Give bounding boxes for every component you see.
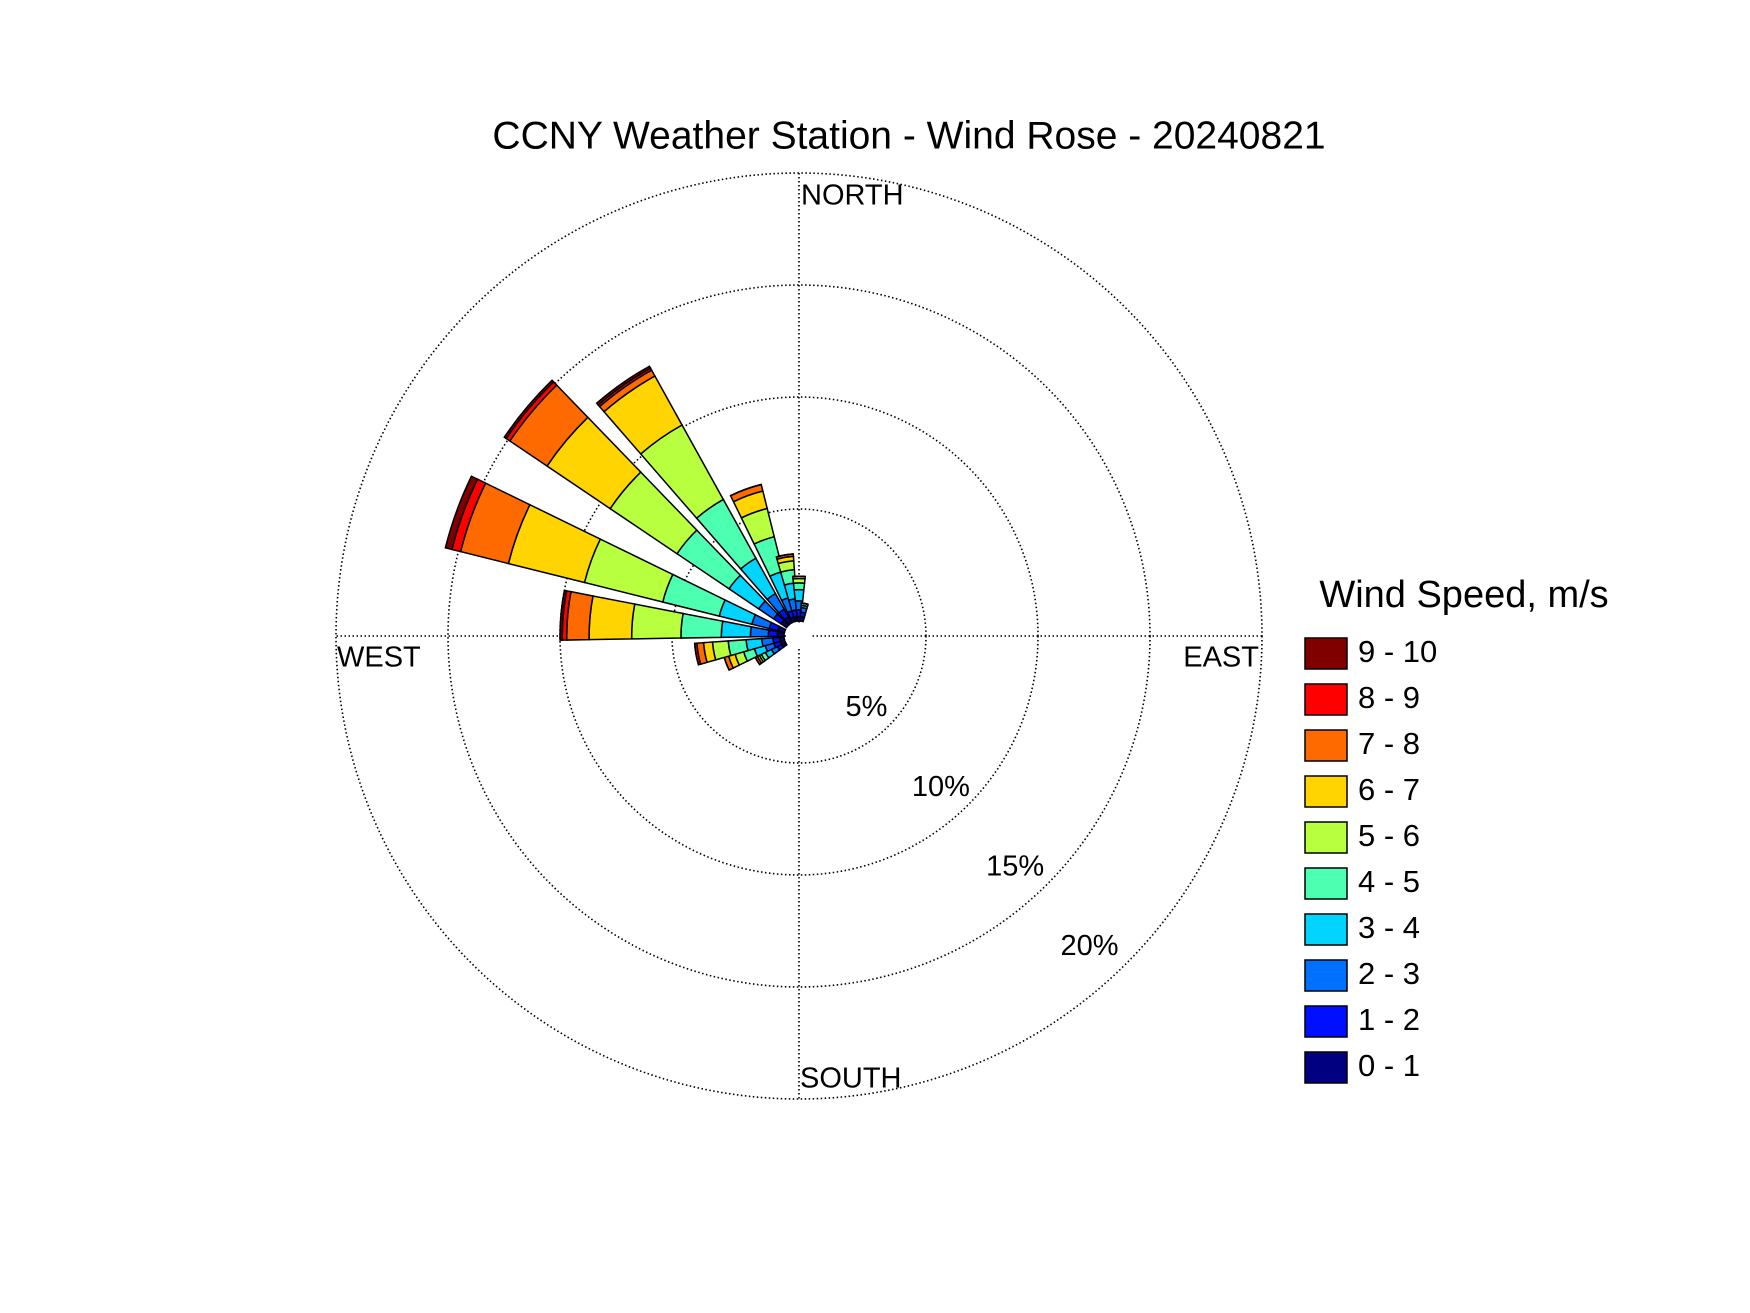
legend-label: 0 - 1 (1358, 1048, 1420, 1083)
grid-ring (447, 284, 1151, 988)
legend-title: Wind Speed, m/s (1319, 574, 1608, 616)
grid-ring (335, 172, 1263, 1100)
legend-swatch (1304, 867, 1348, 900)
legend-label: 5 - 6 (1358, 818, 1420, 853)
legend-swatch (1304, 1051, 1348, 1084)
wedge-segment (793, 588, 805, 602)
legend-label: 1 - 2 (1358, 1002, 1420, 1037)
r-tick-label: 10% (912, 771, 970, 803)
legend-label: 7 - 8 (1358, 726, 1420, 761)
legend-swatch (1304, 775, 1348, 808)
wedge-segment (588, 595, 636, 641)
r-tick-label: 15% (986, 850, 1044, 882)
wedge-segment (693, 643, 700, 666)
chart-title: CCNY Weather Station - Wind Rose - 20240… (492, 114, 1325, 157)
grid-ring (671, 508, 927, 764)
legend-swatch (1304, 637, 1348, 670)
wedge-segment (730, 483, 762, 497)
wedge-segment (503, 379, 555, 440)
compass-label: NORTH (801, 180, 904, 212)
r-tick-label: 5% (846, 691, 888, 723)
wedge-segment (801, 602, 809, 606)
grid-ring (559, 396, 1039, 876)
legend-swatch (1304, 1005, 1348, 1038)
compass-label: EAST (1183, 642, 1259, 674)
legend-label: 8 - 9 (1358, 680, 1420, 715)
compass-label: WEST (337, 642, 421, 674)
legend-swatch (1304, 913, 1348, 946)
wedge-segment (444, 475, 479, 551)
legend-label: 6 - 7 (1358, 772, 1420, 807)
wedge-segment (792, 582, 806, 591)
center-hole (786, 623, 812, 649)
legend-swatch (1304, 821, 1348, 854)
legend-label: 9 - 10 (1358, 634, 1437, 669)
wedges (444, 365, 810, 672)
legend-swatch (1304, 959, 1348, 992)
compass-label: SOUTH (800, 1063, 902, 1095)
legend-label: 4 - 5 (1358, 864, 1420, 899)
legend-label: 3 - 4 (1358, 910, 1420, 945)
legend-swatch (1304, 683, 1348, 716)
legend-swatch (1304, 729, 1348, 762)
wedge-segment (559, 589, 568, 641)
legend-label: 2 - 3 (1358, 956, 1420, 991)
r-tick-label: 20% (1061, 930, 1119, 962)
wedge-segment (595, 365, 652, 406)
wedge-segment (566, 590, 594, 641)
